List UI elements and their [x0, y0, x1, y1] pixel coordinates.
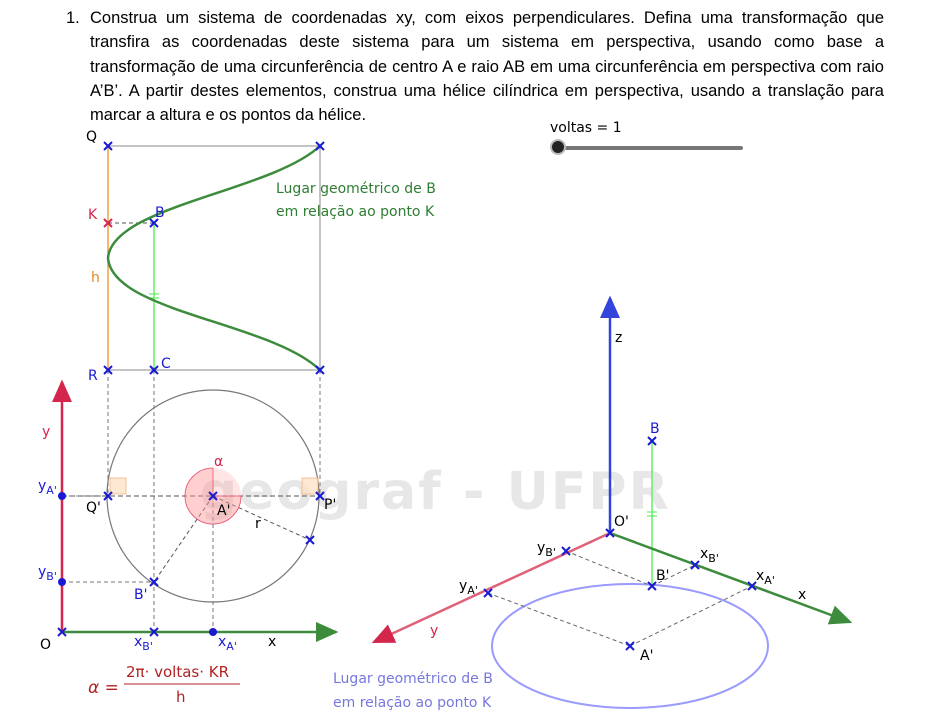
- point-helix-bottom[interactable]: [315, 365, 325, 375]
- voltas-slider[interactable]: voltas = 1: [548, 118, 748, 162]
- problem-statement: 1. Construa um sistema de coordenadas xy…: [66, 6, 884, 127]
- point-a-prime[interactable]: [208, 491, 218, 501]
- label-p-prime: P': [324, 497, 336, 513]
- point-a-prime-3d[interactable]: [625, 641, 635, 651]
- slider-track[interactable]: [558, 146, 743, 150]
- alpha-formula: α = 2π· voltas· KR h: [88, 663, 240, 706]
- point-xb[interactable]: [149, 627, 159, 637]
- point-o[interactable]: [57, 627, 67, 637]
- problem-number: 1.: [66, 9, 80, 27]
- label-q-prime: Q': [86, 500, 101, 516]
- label-k: K: [88, 207, 98, 223]
- point-ya[interactable]: [58, 492, 66, 500]
- label-x-axis: x: [268, 634, 276, 650]
- slider-label: voltas = 1: [550, 120, 622, 136]
- radius-r: [212, 495, 311, 541]
- point-b-prime-3d[interactable]: [647, 581, 657, 591]
- label-r-radius: r: [255, 516, 261, 532]
- point-q[interactable]: [103, 141, 113, 151]
- problem-text: Construa um sistema de coordenadas xy, c…: [90, 9, 884, 125]
- point-xa-prime[interactable]: [747, 581, 757, 591]
- point-yb[interactable]: [58, 578, 66, 586]
- point-helix-top[interactable]: [315, 141, 325, 151]
- label-y-axis-3d: y: [430, 623, 438, 639]
- x-axis-perspective: [609, 531, 853, 625]
- left-figure: Q K B h R C y yA' Q' A' P' r α yB' B' O …: [38, 129, 436, 706]
- dash-a-xa: [629, 585, 753, 647]
- label-o-prime: O': [614, 514, 629, 530]
- label-b-prime: B': [134, 587, 147, 603]
- point-b[interactable]: [149, 218, 159, 228]
- label-c: C: [161, 356, 171, 372]
- blue-points: [57, 141, 325, 637]
- label-ya: yA': [38, 478, 57, 497]
- point-r[interactable]: [103, 365, 113, 375]
- right-labels: z B O' yB' xB' B' yA' xA' x y A': [430, 330, 806, 664]
- point-o-prime[interactable]: [605, 528, 615, 538]
- point-c[interactable]: [149, 365, 159, 375]
- label-q: Q: [86, 129, 97, 145]
- dash-ya-a: [487, 592, 631, 647]
- label-b: B: [155, 205, 165, 221]
- left-labels: Q K B h R C y yA' Q' A' P' r α yB' B' O …: [38, 129, 336, 653]
- locus-left-line1: Lugar geométrico de B: [276, 181, 436, 197]
- label-ya-prime: yA': [459, 578, 478, 597]
- dash-b-xb: [651, 564, 696, 587]
- label-yb: yB': [38, 564, 57, 583]
- slider-knob[interactable]: [552, 141, 564, 153]
- point-b-prime[interactable]: [149, 577, 159, 587]
- right-figure: z B O' yB' xB' B' yA' xA' x y A' Lugar g…: [333, 295, 853, 711]
- point-b-3d[interactable]: [647, 436, 657, 446]
- label-a-prime: A': [217, 503, 230, 519]
- label-z-axis: z: [615, 330, 622, 346]
- watermark: geograf - UFPR: [200, 462, 671, 522]
- label-xb-prime: xB': [700, 546, 719, 565]
- label-xa: xA': [218, 634, 237, 653]
- perspective-ellipse: [491, 583, 769, 709]
- point-yb-prime[interactable]: [561, 546, 571, 556]
- formula-lhs: α =: [88, 678, 119, 698]
- label-h: h: [91, 270, 100, 286]
- point-p-prime[interactable]: [315, 491, 325, 501]
- dash-yb-b: [565, 550, 653, 587]
- label-xb: xB': [134, 634, 153, 653]
- point-r-end[interactable]: [305, 535, 315, 545]
- helix-curve: [106, 145, 321, 371]
- locus-left-line2: em relação ao ponto K: [276, 204, 435, 220]
- label-y-axis: y: [42, 424, 50, 440]
- point-xb-prime[interactable]: [690, 560, 700, 570]
- label-r: R: [88, 368, 98, 384]
- point-k[interactable]: [103, 218, 113, 228]
- label-b-prime-3d: B': [656, 568, 669, 584]
- label-b-3d: B: [650, 421, 660, 437]
- locus-right-line1: Lugar geométrico de B: [333, 671, 493, 687]
- label-alpha: α: [214, 454, 223, 470]
- label-x-axis-3d: x: [798, 587, 806, 603]
- point-q-prime[interactable]: [103, 491, 113, 501]
- right-points: [483, 436, 757, 651]
- radius-ab: [153, 495, 214, 583]
- point-ya-prime[interactable]: [483, 588, 493, 598]
- right-angle-left: [109, 477, 127, 495]
- formula-numerator: 2π· voltas· KR: [126, 663, 229, 681]
- formula-denominator: h: [176, 688, 186, 706]
- locus-right-line2: em relação ao ponto K: [333, 695, 492, 711]
- point-xa[interactable]: [209, 628, 217, 636]
- label-yb-prime: yB': [537, 540, 556, 559]
- label-o: O: [40, 637, 51, 653]
- right-angle-right: [301, 477, 319, 495]
- y-axis-perspective: [371, 531, 611, 644]
- label-xa-prime: xA': [756, 568, 775, 587]
- label-a-prime-3d: A': [640, 648, 653, 664]
